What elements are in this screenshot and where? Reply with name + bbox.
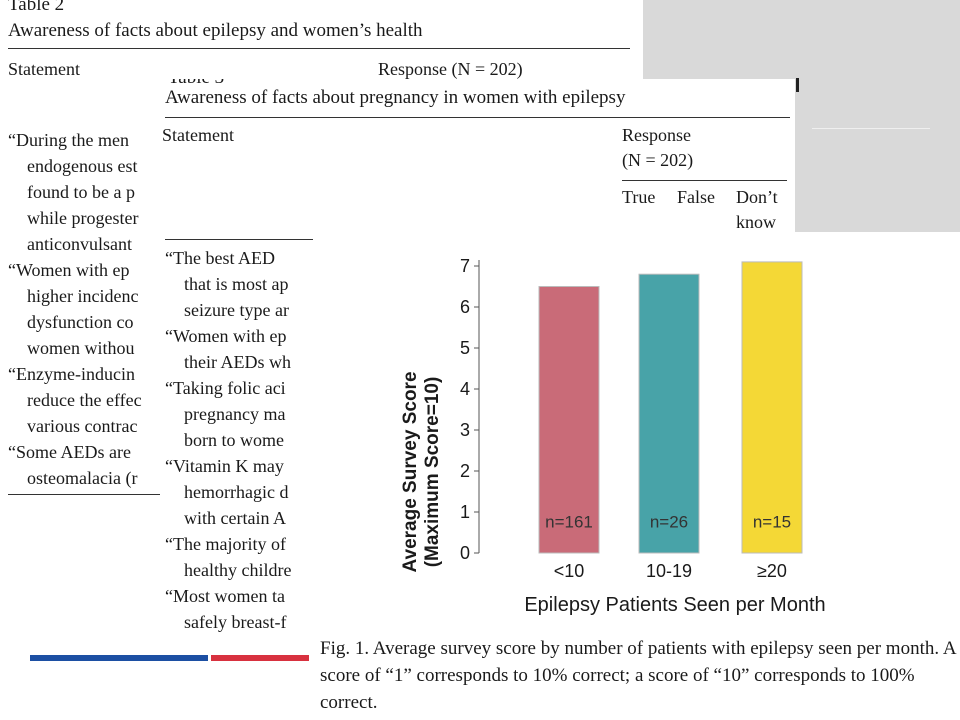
y-tick-label: 3 — [460, 420, 470, 440]
y-tick-label: 2 — [460, 461, 470, 481]
accent-bar-blue — [30, 655, 208, 661]
table-rule — [8, 48, 630, 49]
y-tick-label: 1 — [460, 502, 470, 522]
table-row-text: that is most ap — [184, 274, 289, 294]
y-tick-label: 5 — [460, 338, 470, 358]
table-row-text: “During the men — [8, 130, 129, 150]
column-header-statement: Statement — [8, 59, 80, 79]
column-header-response: Response (N = 202) — [378, 59, 523, 79]
x-tick-label: ≥20 — [757, 561, 787, 581]
x-tick-label: 10-19 — [646, 561, 692, 581]
table-row-text: with certain A — [184, 508, 286, 528]
column-header-true: True — [622, 187, 656, 207]
column-header-know: know — [736, 212, 776, 232]
table-row-text: born to wome — [184, 430, 284, 450]
table-row-text: “Women with ep — [165, 326, 287, 346]
table-row-text: reduce the effec — [27, 390, 142, 410]
bar — [638, 273, 700, 554]
table-caption: Awareness of facts about epilepsy and wo… — [8, 20, 423, 41]
x-tick-label: <10 — [554, 561, 585, 581]
table-row-text: hemorrhagic d — [184, 482, 289, 502]
bar-data-label: n=26 — [650, 513, 688, 532]
table-subrule — [622, 180, 787, 181]
y-axis-subtitle: (Maximum Score=10) — [422, 377, 443, 568]
accent-bar-red — [211, 655, 309, 661]
table-row-text: “Most women ta — [165, 586, 285, 606]
table-title-cut: Table 3 — [168, 79, 224, 89]
table-bottom-rule — [8, 494, 168, 495]
bar-data-label: n=15 — [753, 513, 791, 532]
table-row-text: pregnancy ma — [184, 404, 286, 424]
y-tick-label: 6 — [460, 297, 470, 317]
table-row-text: their AEDs wh — [184, 352, 291, 372]
bar-data-label: n=161 — [545, 513, 593, 532]
table-row-text: found to be a p — [27, 182, 135, 202]
table-title: Table 2 — [8, 0, 65, 15]
column-header-dont: Don’t — [736, 187, 778, 207]
column-header-false: False — [677, 187, 715, 207]
bar — [741, 261, 803, 554]
table-row-text: osteomalacia (r — [27, 468, 138, 488]
x-axis-title: Epilepsy Patients Seen per Month — [524, 594, 825, 616]
table-row-text: “Enzyme-inducin — [8, 364, 135, 384]
table-row-text: while progester — [27, 208, 139, 228]
y-tick-label: 4 — [460, 379, 470, 399]
table-row-text: endogenous est — [27, 156, 138, 176]
table-row-text: healthy childre — [184, 560, 292, 580]
bar — [538, 286, 600, 554]
edge-mark — [796, 78, 799, 92]
table-row-text: dysfunction co — [27, 312, 134, 332]
table-row-text: “The majority of — [165, 534, 286, 554]
column-header-response: Response — [622, 125, 691, 145]
column-header-n: (N = 202) — [622, 150, 694, 170]
table-row-text: “Some AEDs are — [8, 442, 131, 462]
figure-clipping: 0 1 2 3 4 5 6 7 Average Survey Score (Maximum S… — [313, 232, 960, 720]
table-row-text: women withou — [27, 338, 135, 358]
panel-divider — [812, 128, 930, 129]
y-tick-label: 0 — [460, 543, 470, 563]
y-tick-label: 7 — [460, 256, 470, 276]
table-row-text: safely breast-f — [184, 612, 287, 632]
table-row-text: “Women with ep — [8, 260, 130, 280]
table-rule — [165, 117, 790, 118]
table-row-text: “Vitamin K may — [165, 456, 284, 476]
table-row-text: anticonvulsant — [27, 234, 132, 254]
bar-chart: 0 1 2 3 4 5 6 7 Average Survey Score (Maximum S… — [400, 256, 826, 616]
table-row-text: seizure type ar — [184, 300, 289, 320]
table-row-text: various contrac — [27, 416, 138, 436]
figure-caption: Fig. 1. Average survey score by number o… — [320, 638, 956, 713]
table-row-text: higher incidenc — [27, 286, 139, 306]
y-axis-title: Average Survey Score — [400, 371, 421, 572]
table-caption: Awareness of facts about pregnancy in wo… — [165, 87, 626, 108]
table-row-text: “Taking folic aci — [165, 378, 286, 398]
column-header-statement: Statement — [162, 125, 234, 145]
table-row-text: “The best AED — [165, 248, 275, 268]
